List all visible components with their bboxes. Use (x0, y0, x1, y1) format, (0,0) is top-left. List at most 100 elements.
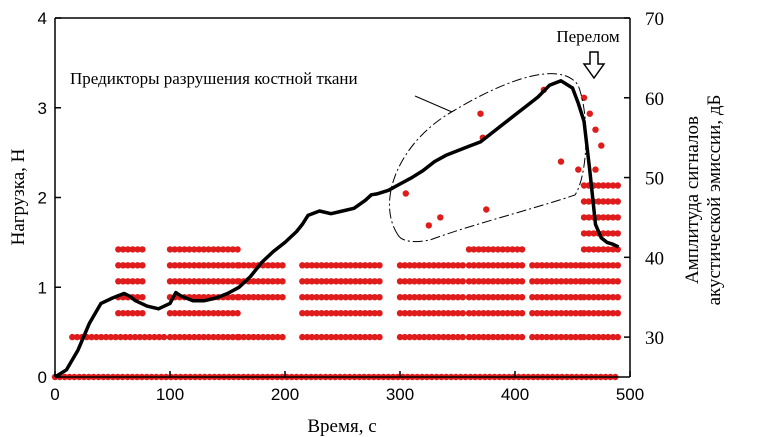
ae-point (352, 310, 359, 317)
ae-point (328, 278, 335, 285)
ae-point (543, 333, 550, 341)
ae-point (614, 310, 621, 317)
ae-point (337, 294, 345, 301)
ae-point (538, 262, 546, 269)
ae-point (425, 333, 433, 341)
ae-point (129, 278, 136, 285)
ae-point (357, 294, 364, 301)
ae-point (181, 310, 188, 317)
ae-point (352, 262, 359, 269)
ae-point (514, 278, 521, 285)
ae-point (440, 278, 447, 285)
ae-point (585, 333, 592, 341)
fracture-arrow-icon (582, 51, 606, 80)
ae-point (614, 214, 621, 221)
ae-point (195, 294, 203, 301)
ae-point (567, 262, 575, 269)
ae-point (406, 278, 413, 285)
ae-point (200, 262, 207, 269)
ae-point (425, 222, 432, 229)
ae-point (376, 310, 383, 317)
x-tick-label: 500 (616, 385, 644, 404)
ae-point (475, 278, 482, 285)
ae-point (224, 278, 232, 285)
ae-point (514, 310, 521, 317)
ae-point (489, 262, 497, 269)
ae-point (274, 333, 281, 341)
y-right-tick-label: 50 (645, 169, 664, 190)
ae-point (229, 278, 236, 285)
ae-point (357, 278, 364, 285)
ae-point (186, 246, 193, 253)
ae-point (122, 333, 129, 341)
ae-point (529, 294, 536, 301)
ae-point (259, 333, 267, 341)
ae-point (269, 333, 276, 341)
ae-point (420, 333, 428, 341)
ae-point (361, 262, 369, 269)
ae-point (229, 262, 236, 269)
ae-point (219, 246, 227, 253)
ae-point (200, 333, 207, 341)
ae-point (376, 262, 383, 269)
ae-point (494, 310, 502, 317)
ae-point (366, 278, 374, 285)
y-left-tick-label: 3 (38, 99, 47, 118)
ae-point (557, 158, 565, 165)
ae-point (240, 294, 247, 301)
ae-point (396, 333, 404, 341)
ae-point (171, 246, 178, 253)
ae-point (533, 333, 541, 341)
ae-point (425, 310, 433, 317)
ae-point (518, 294, 526, 301)
ae-point (509, 294, 516, 301)
ae-point (250, 278, 257, 285)
ae-point (191, 310, 198, 317)
ae-point (342, 278, 349, 285)
ae-point (279, 278, 286, 285)
ae-point (595, 246, 602, 253)
ae-point (585, 214, 592, 221)
ae-point (465, 333, 473, 341)
load-series-line (54, 79, 620, 379)
ae-point (604, 230, 612, 237)
ae-point (337, 262, 345, 269)
ae-point (205, 333, 212, 341)
ae-point (416, 333, 423, 341)
ae-point (200, 278, 207, 285)
ae-point (323, 278, 330, 285)
ae-point (347, 310, 354, 317)
ae-point (181, 278, 188, 285)
ae-point (352, 294, 359, 301)
ae-point (401, 333, 408, 341)
ae-point (332, 333, 340, 341)
ae-point (219, 310, 227, 317)
ae-point (489, 310, 497, 317)
y-axis-right-title-line1: Амплитуда сигналов (682, 116, 703, 284)
ae-point (553, 310, 560, 317)
ae-point (454, 278, 462, 285)
ae-point (119, 246, 127, 253)
ae-point (604, 182, 612, 189)
ae-point (411, 333, 418, 341)
ae-point (401, 310, 408, 317)
ae-point (604, 198, 612, 205)
ae-point (465, 310, 473, 317)
ae-point (489, 294, 497, 301)
ae-point (411, 294, 418, 301)
ae-point (318, 262, 325, 269)
ae-point (470, 262, 477, 269)
ae-point (401, 294, 408, 301)
ae-point (250, 294, 257, 301)
ae-point (229, 310, 236, 317)
ae-point (224, 310, 232, 317)
ae-point (499, 246, 506, 253)
ae-point (449, 310, 457, 317)
ae-point (210, 246, 217, 253)
ae-point (229, 333, 236, 341)
ae-point (585, 246, 592, 253)
ae-point (567, 278, 575, 285)
ae-point (129, 262, 136, 269)
ae-point (303, 310, 311, 317)
